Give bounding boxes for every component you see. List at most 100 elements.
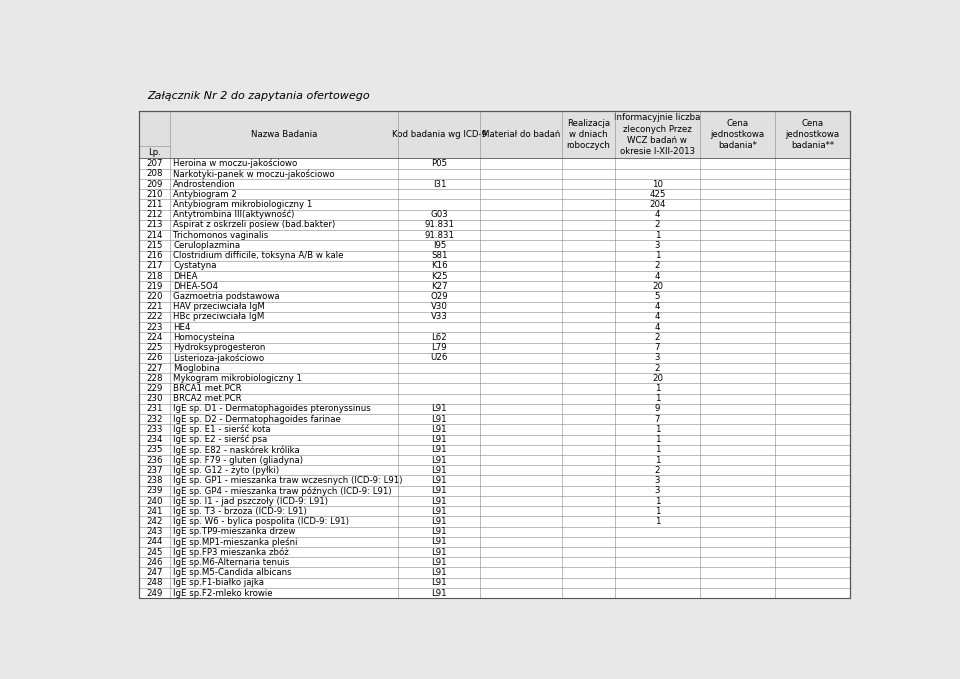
Text: DHEA: DHEA [173,272,198,280]
Text: 242: 242 [147,517,163,526]
Text: Antytrombina III(aktywność): Antytrombina III(aktywność) [173,210,295,219]
Text: 7: 7 [655,343,660,352]
Text: IgE sp.MP1-mieszanka pleśni: IgE sp.MP1-mieszanka pleśni [173,537,298,547]
Text: IgE sp. T3 - brzoza (ICD-9: L91): IgE sp. T3 - brzoza (ICD-9: L91) [173,507,307,516]
Text: 239: 239 [147,486,163,495]
Text: 20: 20 [652,282,663,291]
Text: I95: I95 [433,241,446,250]
Text: Mioglobina: Mioglobina [173,363,220,373]
Text: 207: 207 [147,159,163,168]
Text: IgE sp.FP3 mieszanka zbóż: IgE sp.FP3 mieszanka zbóż [173,547,289,557]
Text: Informacyjnie liczba
zleconych Przez
WCZ badań w
okresie I-XII-2013: Informacyjnie liczba zleconych Przez WCZ… [614,113,701,155]
Text: 210: 210 [147,189,163,199]
Text: Ceruloplazmina: Ceruloplazmina [173,241,240,250]
Text: IgE sp. GP4 - mieszanka traw późnych (ICD-9: L91): IgE sp. GP4 - mieszanka traw późnych (IC… [173,486,392,496]
Text: 247: 247 [147,568,163,577]
Text: 20: 20 [652,374,663,383]
Text: 4: 4 [655,323,660,331]
Text: Heroina w moczu-jakościowo: Heroina w moczu-jakościowo [173,159,298,168]
Text: P05: P05 [431,159,447,168]
Text: BRCA1 met.PCR: BRCA1 met.PCR [173,384,242,393]
Text: L91: L91 [432,579,447,587]
Text: L91: L91 [432,476,447,485]
Text: Lp.: Lp. [148,148,161,157]
Text: L91: L91 [432,568,447,577]
Text: K27: K27 [431,282,447,291]
Text: Trichomonos vaginalis: Trichomonos vaginalis [173,231,269,240]
Text: 234: 234 [147,435,163,444]
Text: 219: 219 [147,282,163,291]
Text: U26: U26 [431,353,448,363]
Text: L91: L91 [432,466,447,475]
Text: 241: 241 [147,507,163,516]
Text: IgE sp. W6 - bylica pospolita (ICD-9: L91): IgE sp. W6 - bylica pospolita (ICD-9: L9… [173,517,349,526]
Text: 1: 1 [655,517,660,526]
Text: L91: L91 [432,445,447,454]
Text: 249: 249 [147,589,163,598]
Text: 221: 221 [147,302,163,311]
Text: 225: 225 [147,343,163,352]
Text: 232: 232 [147,415,163,424]
Text: L79: L79 [432,343,447,352]
Text: Realizacja
w dniach
roboczych: Realizacja w dniach roboczych [566,119,611,150]
Text: 425: 425 [649,189,665,199]
Text: L91: L91 [432,517,447,526]
Text: Antybiogram mikrobiologiczny 1: Antybiogram mikrobiologiczny 1 [173,200,313,209]
Text: Cena
jednostkowa
badania*: Cena jednostkowa badania* [710,119,765,150]
Text: 229: 229 [147,384,163,393]
Text: 233: 233 [147,425,163,434]
Text: 5: 5 [655,292,660,301]
Text: Androstendion: Androstendion [173,179,236,189]
Text: L91: L91 [432,486,447,495]
Text: IgE sp. GP1 - mieszanka traw wczesnych (ICD-9: L91): IgE sp. GP1 - mieszanka traw wczesnych (… [173,476,402,485]
Text: IgE sp.M6-Alternaria tenuis: IgE sp.M6-Alternaria tenuis [173,558,290,567]
Text: 3: 3 [655,353,660,363]
Text: Kod badania wg ICD-9: Kod badania wg ICD-9 [392,130,487,139]
Text: HBc przeciwciała IgM: HBc przeciwciała IgM [173,312,265,321]
Text: 237: 237 [147,466,163,475]
Text: 218: 218 [147,272,163,280]
Text: 240: 240 [147,496,163,505]
Text: 9: 9 [655,405,660,414]
Text: 1: 1 [655,384,660,393]
Text: 4: 4 [655,302,660,311]
Text: 220: 220 [147,292,163,301]
Text: HAV przeciwciała IgM: HAV przeciwciała IgM [173,302,265,311]
Text: Clostridium difficile, toksyna A/B w kale: Clostridium difficile, toksyna A/B w kal… [173,251,344,260]
Text: 213: 213 [147,221,163,230]
Bar [139,111,850,158]
Text: 2: 2 [655,466,660,475]
Text: L91: L91 [432,405,447,414]
Text: 228: 228 [147,374,163,383]
Text: IgE sp. D2 - Dermatophagoides farinae: IgE sp. D2 - Dermatophagoides farinae [173,415,341,424]
Text: 245: 245 [147,548,163,557]
Text: Hydroksyprogesteron: Hydroksyprogesteron [173,343,266,352]
Text: L91: L91 [432,527,447,536]
Text: DHEA-SO4: DHEA-SO4 [173,282,218,291]
Text: L91: L91 [432,548,447,557]
Text: 1: 1 [655,496,660,505]
Text: 243: 243 [147,527,163,536]
Text: Narkotyki-panek w moczu-jakościowo: Narkotyki-panek w moczu-jakościowo [173,169,335,179]
Text: 3: 3 [655,241,660,250]
Text: 10: 10 [652,179,663,189]
Text: I31: I31 [433,179,446,189]
Text: IgE sp.F1-białko jajka: IgE sp.F1-białko jajka [173,579,264,587]
Text: L91: L91 [432,537,447,547]
Text: 4: 4 [655,210,660,219]
Text: 216: 216 [147,251,163,260]
Text: 209: 209 [147,179,163,189]
Text: IgE sp.TP9-mieszanka drzew: IgE sp.TP9-mieszanka drzew [173,527,296,536]
Text: 211: 211 [147,200,163,209]
Text: 1: 1 [655,425,660,434]
Text: 3: 3 [655,476,660,485]
Text: 1: 1 [655,251,660,260]
Text: 246: 246 [147,558,163,567]
Text: 214: 214 [147,231,163,240]
Text: 91.831: 91.831 [424,221,454,230]
Text: 2: 2 [655,261,660,270]
Text: L91: L91 [432,558,447,567]
Text: 236: 236 [147,456,163,464]
Text: 2: 2 [655,333,660,342]
Text: 2: 2 [655,221,660,230]
